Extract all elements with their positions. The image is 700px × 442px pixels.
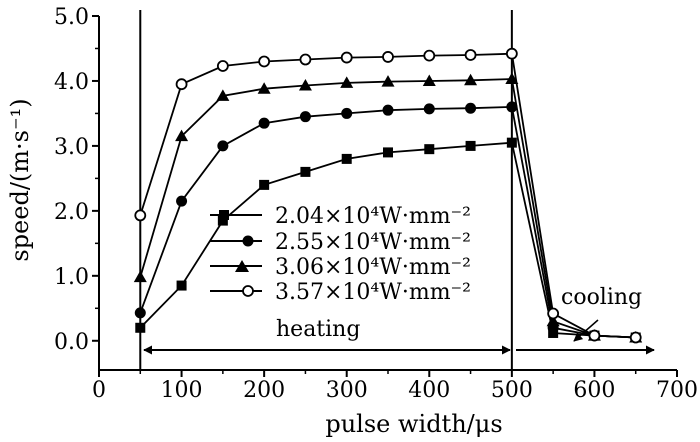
annotations: heating cooling [143,285,655,355]
data-point [382,51,394,63]
legend-entry-4: 3.57×10⁴W·mm⁻² [210,280,471,305]
data-point [257,82,271,94]
legend-entry-1: 2.04×10⁴W·mm⁻² [210,204,471,229]
data-point [506,101,518,113]
data-point [464,73,478,86]
data-point [216,89,230,101]
data-point [258,117,270,129]
data-point [422,74,436,86]
axes: 0 100 200 300 400 500 600 700 0.0 1.0 2.0 3.0 4.0 5.0 [54,5,698,403]
data-point [217,215,228,226]
data-point [299,111,311,123]
y-tick-label: 4.0 [54,70,89,95]
data-point [423,49,436,62]
data-point [465,140,476,151]
x-tick-label: 400 [408,378,450,403]
data-point [217,140,229,152]
x-tick-label: 600 [573,378,615,403]
data-point [381,75,395,87]
data-point [340,76,354,88]
legend-label-1: 2.04×10⁴W·mm⁻² [275,204,471,229]
data-point [383,147,393,158]
legend-entry-3: 3.06×10⁴W·mm⁻² [210,255,471,280]
data-point [134,209,147,222]
legend-label-4: 3.57×10⁴W·mm⁻² [275,280,471,305]
cooling-label: cooling [561,285,642,310]
x-tick-label: 300 [326,378,368,403]
data-point [175,78,188,91]
x-tick-label: 500 [491,378,533,403]
data-point [134,307,146,319]
x-tick-label: 100 [161,378,203,403]
data-point [505,72,519,85]
data-point [216,60,229,72]
legend-label-3: 3.06×10⁴W·mm⁻² [275,255,471,280]
data-point [382,104,394,116]
data-point [424,144,435,155]
data-point [546,314,560,327]
data-point [341,107,353,119]
data-point [300,166,311,177]
data-point [505,47,518,60]
data-point [133,270,147,283]
x-tick-label: 200 [243,378,285,403]
data-point [341,153,352,164]
data-point [176,195,188,207]
data-point [259,179,270,190]
x-tick-label: 0 [92,378,106,403]
x-axis-label: pulse width/μs [325,410,502,438]
cooling-pointer [573,319,599,342]
x-tick-label: 700 [656,378,698,403]
series-layer [133,47,643,344]
legend: 2.04×10⁴W·mm⁻² 2.55×10⁴W·mm⁻² 3.06×10⁴W·… [210,204,471,305]
y-tick-label: 3.0 [54,135,89,160]
data-point [258,55,271,68]
y-tick-label: 5.0 [54,5,89,30]
series-4 [134,47,642,344]
data-point [135,322,146,333]
y-tick-label: 0.0 [54,330,89,355]
data-point [547,307,560,320]
y-tick-label: 2.0 [54,200,89,225]
legend-label-2: 2.55×10⁴W·mm⁻² [275,230,471,255]
data-point [299,53,312,66]
data-point [588,329,601,342]
data-point [340,51,353,64]
data-point [175,129,189,142]
data-point [176,280,187,291]
heating-label: heating [276,317,360,342]
data-point [298,79,312,91]
data-point [465,102,477,114]
data-point [629,331,642,344]
y-axis-label: speed/(m·s⁻¹) [6,98,34,261]
legend-entry-2: 2.55×10⁴W·mm⁻² [210,230,471,255]
data-point [423,103,435,115]
data-point [464,49,477,61]
data-point [506,137,517,148]
y-tick-label: 1.0 [54,265,89,290]
